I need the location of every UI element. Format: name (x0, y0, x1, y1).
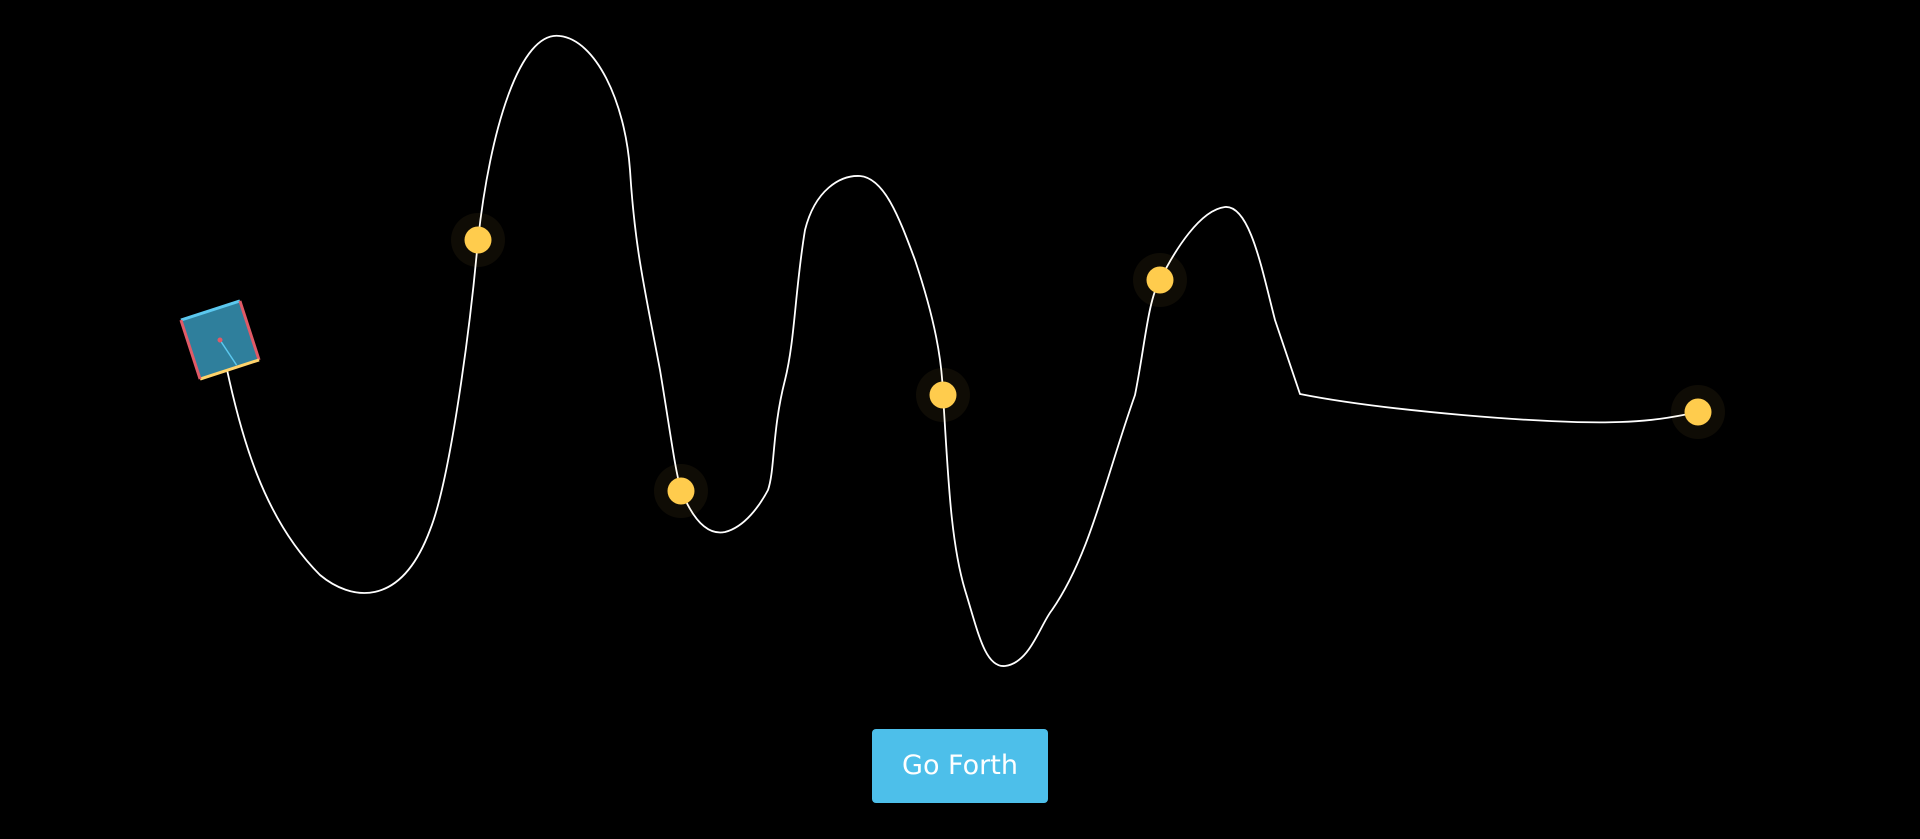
waypoint-4[interactable] (1133, 253, 1187, 307)
robot-edge-right (238, 300, 261, 361)
waypoint-marker (1146, 266, 1174, 294)
robot-heading-line (219, 339, 238, 366)
robot[interactable] (179, 299, 261, 381)
waypoint-3[interactable] (916, 368, 970, 422)
waypoint-marker (929, 381, 957, 409)
robot-edge-left (179, 319, 202, 380)
robot-center-dot (217, 337, 223, 343)
waypoint-marker (667, 477, 695, 505)
go-forth-button[interactable]: Go Forth (872, 729, 1048, 803)
robot-edge-bottom (199, 358, 260, 381)
waypoint-1[interactable] (451, 213, 505, 267)
waypoint-marker (1684, 398, 1712, 426)
robot-edge-top (180, 299, 241, 322)
robot-path (220, 35, 1699, 667)
waypoint-5[interactable] (1671, 385, 1725, 439)
waypoint-2[interactable] (654, 464, 708, 518)
waypoint-marker (464, 226, 492, 254)
